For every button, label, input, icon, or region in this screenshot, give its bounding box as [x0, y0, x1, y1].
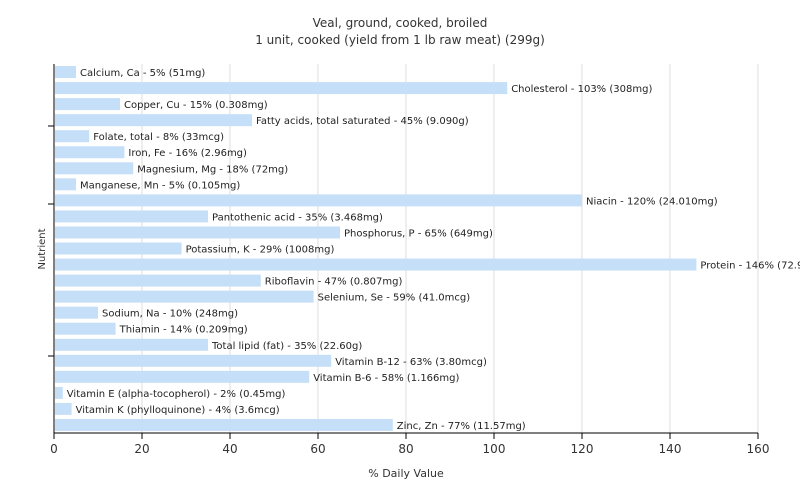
bar-label: Vitamin K (phylloquinone) - 4% (3.6mcg) — [76, 405, 280, 416]
x-tick-label: 160 — [747, 442, 770, 456]
bar — [55, 322, 116, 335]
bar-label: Calcium, Ca - 5% (51mg) — [80, 68, 205, 79]
bar — [55, 178, 76, 191]
bar-label: Iron, Fe - 16% (2.96mg) — [128, 148, 247, 159]
x-tick-label: 120 — [571, 442, 594, 456]
bar — [55, 418, 393, 431]
bar — [55, 402, 72, 415]
bar-label: Manganese, Mn - 5% (0.105mg) — [80, 180, 240, 191]
bar-label: Selenium, Se - 59% (41.0mcg) — [318, 293, 471, 304]
x-tick-label: 60 — [310, 442, 325, 456]
bar-label: Phosphorus, P - 65% (649mg) — [344, 228, 493, 239]
bar — [55, 194, 582, 207]
bar — [55, 98, 120, 111]
x-tick-label: 0 — [50, 442, 58, 456]
bar — [55, 274, 261, 287]
bar-label: Vitamin B-12 - 63% (3.80mcg) — [335, 357, 487, 368]
bar — [55, 306, 98, 319]
bar-label: Folate, total - 8% (33mcg) — [93, 132, 224, 143]
chart-title: Veal, ground, cooked, broiled — [312, 16, 488, 30]
bar — [55, 130, 90, 143]
x-tick-label: 40 — [222, 442, 237, 456]
bar-label: Thiamin - 14% (0.209mg) — [119, 325, 248, 336]
bar-label: Protein - 146% (72.90g) — [700, 261, 800, 272]
bar-label: Vitamin B-6 - 58% (1.166mg) — [313, 373, 459, 384]
bar — [55, 354, 332, 367]
bar-label: Cholesterol - 103% (308mg) — [511, 84, 652, 95]
bar — [55, 258, 697, 271]
bar — [55, 114, 252, 127]
x-tick-label: 80 — [398, 442, 413, 456]
bar-label: Potassium, K - 29% (1008mg) — [186, 245, 335, 256]
x-tick-label: 20 — [134, 442, 149, 456]
bar-label: Total lipid (fat) - 35% (22.60g) — [211, 341, 362, 352]
bar — [55, 146, 125, 159]
x-tick-label: 100 — [483, 442, 506, 456]
y-axis-title: Nutrient — [37, 228, 48, 269]
bar — [55, 210, 208, 223]
bar-label: Zinc, Zn - 77% (11.57mg) — [397, 421, 526, 432]
bar-label: Fatty acids, total saturated - 45% (9.09… — [256, 116, 469, 127]
bar-label: Vitamin E (alpha-tocopherol) - 2% (0.45m… — [67, 389, 286, 400]
bar-label: Niacin - 120% (24.010mg) — [586, 196, 718, 207]
bar-label: Copper, Cu - 15% (0.308mg) — [124, 100, 268, 111]
bar — [55, 370, 310, 383]
bar — [55, 162, 134, 175]
bar — [55, 226, 340, 239]
chart-subtitle: 1 unit, cooked (yield from 1 lb raw meat… — [255, 33, 545, 47]
bar-label: Magnesium, Mg - 18% (72mg) — [137, 164, 288, 175]
bar-label: Riboflavin - 47% (0.807mg) — [265, 277, 403, 288]
bar — [55, 290, 314, 303]
bar — [55, 66, 76, 79]
bar-label: Sodium, Na - 10% (248mg) — [102, 309, 238, 320]
bar — [55, 82, 508, 95]
bar — [55, 386, 63, 399]
bar — [55, 242, 182, 255]
bar-label: Pantothenic acid - 35% (3.468mg) — [212, 212, 383, 223]
bar — [55, 338, 208, 351]
x-tick-label: 140 — [659, 442, 682, 456]
x-axis-title: % Daily Value — [368, 467, 444, 480]
